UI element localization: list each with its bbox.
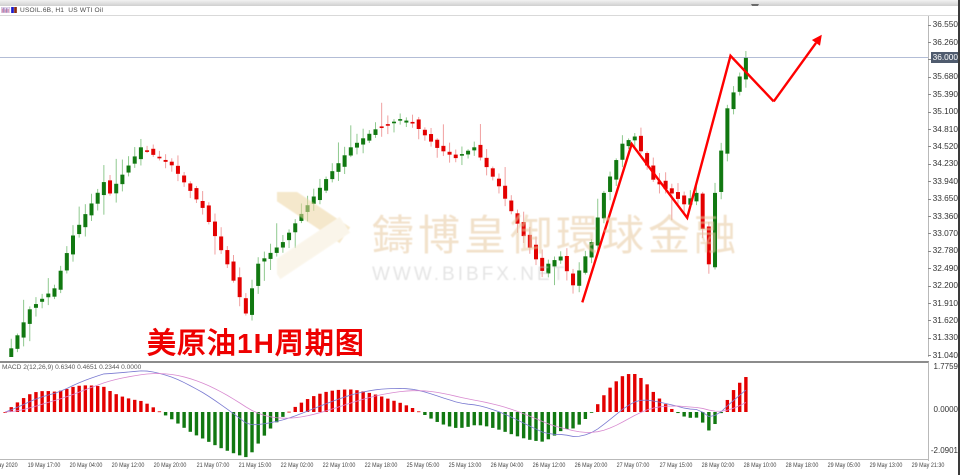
svg-text:WWW.BIBFX.NET: WWW.BIBFX.NET — [372, 264, 567, 285]
svg-text:鑄博皇御環球金融: 鑄博皇御環球金融 — [372, 212, 737, 259]
